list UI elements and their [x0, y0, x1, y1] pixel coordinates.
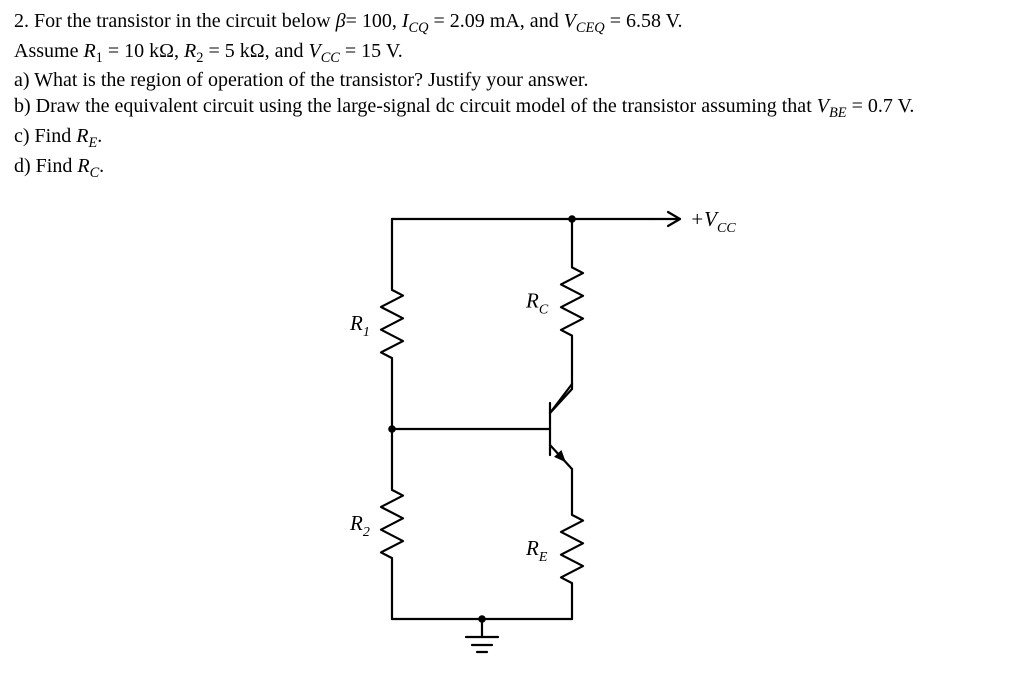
- vceq-sym: V: [564, 10, 576, 32]
- part-a: a) What is the region of operation of th…: [14, 67, 994, 93]
- icq-sub: CQ: [409, 20, 429, 36]
- icq-val: = 2.09 mA, and: [429, 10, 564, 32]
- re-sub: E: [88, 135, 97, 151]
- r1-sub: 1: [96, 50, 103, 66]
- svg-text:R1: R1: [349, 311, 370, 340]
- circuit-figure: +VCC R1 R2 RC RE: [14, 189, 1010, 659]
- svg-text:+VCC: +VCC: [690, 207, 736, 236]
- svg-text:RC: RC: [525, 288, 549, 317]
- vceq-val: = 6.58 V.: [605, 10, 683, 32]
- re-sym: R: [76, 125, 88, 147]
- rc-sym: R: [77, 155, 89, 177]
- part-b-pre: b) Draw the equivalent circuit using the…: [14, 95, 817, 117]
- svg-text:R2: R2: [349, 511, 370, 540]
- beta-val: = 100,: [346, 10, 402, 32]
- assume-prefix: Assume: [14, 40, 83, 62]
- r2-val: = 5 kΩ, and: [203, 40, 308, 62]
- circuit-diagram: +VCC R1 R2 RC RE: [282, 189, 742, 659]
- line-1: 2. For the transistor in the circuit bel…: [14, 8, 994, 38]
- part-d: d) Find RC.: [14, 153, 994, 183]
- vbe-sub: BE: [829, 105, 847, 121]
- problem-number: 2.: [14, 10, 29, 32]
- part-d-post: .: [99, 155, 104, 177]
- vcc-sub: CC: [321, 50, 340, 66]
- icq-sym: I: [402, 10, 409, 32]
- problem-text: 2. For the transistor in the circuit bel…: [14, 8, 994, 183]
- r2-sym: R: [184, 40, 196, 62]
- part-c-pre: c) Find: [14, 125, 76, 147]
- part-d-pre: d) Find: [14, 155, 77, 177]
- part-c-post: .: [97, 125, 102, 147]
- rc-sub: C: [90, 165, 100, 181]
- intro-a: For the transistor in the circuit below: [34, 10, 336, 32]
- part-c: c) Find RE.: [14, 123, 994, 153]
- line-2: Assume R1 = 10 kΩ, R2 = 5 kΩ, and VCC = …: [14, 38, 994, 68]
- r1-val: = 10 kΩ,: [103, 40, 184, 62]
- r1-sym: R: [83, 40, 95, 62]
- vceq-sub: CEQ: [576, 20, 605, 36]
- vbe-sym: V: [817, 95, 829, 117]
- vbe-val: = 0.7 V.: [847, 95, 915, 117]
- part-b: b) Draw the equivalent circuit using the…: [14, 93, 994, 123]
- beta-sym: β: [336, 10, 346, 32]
- vcc-sym: V: [308, 40, 320, 62]
- svg-text:RE: RE: [525, 536, 548, 565]
- vcc-val: = 15 V.: [340, 40, 403, 62]
